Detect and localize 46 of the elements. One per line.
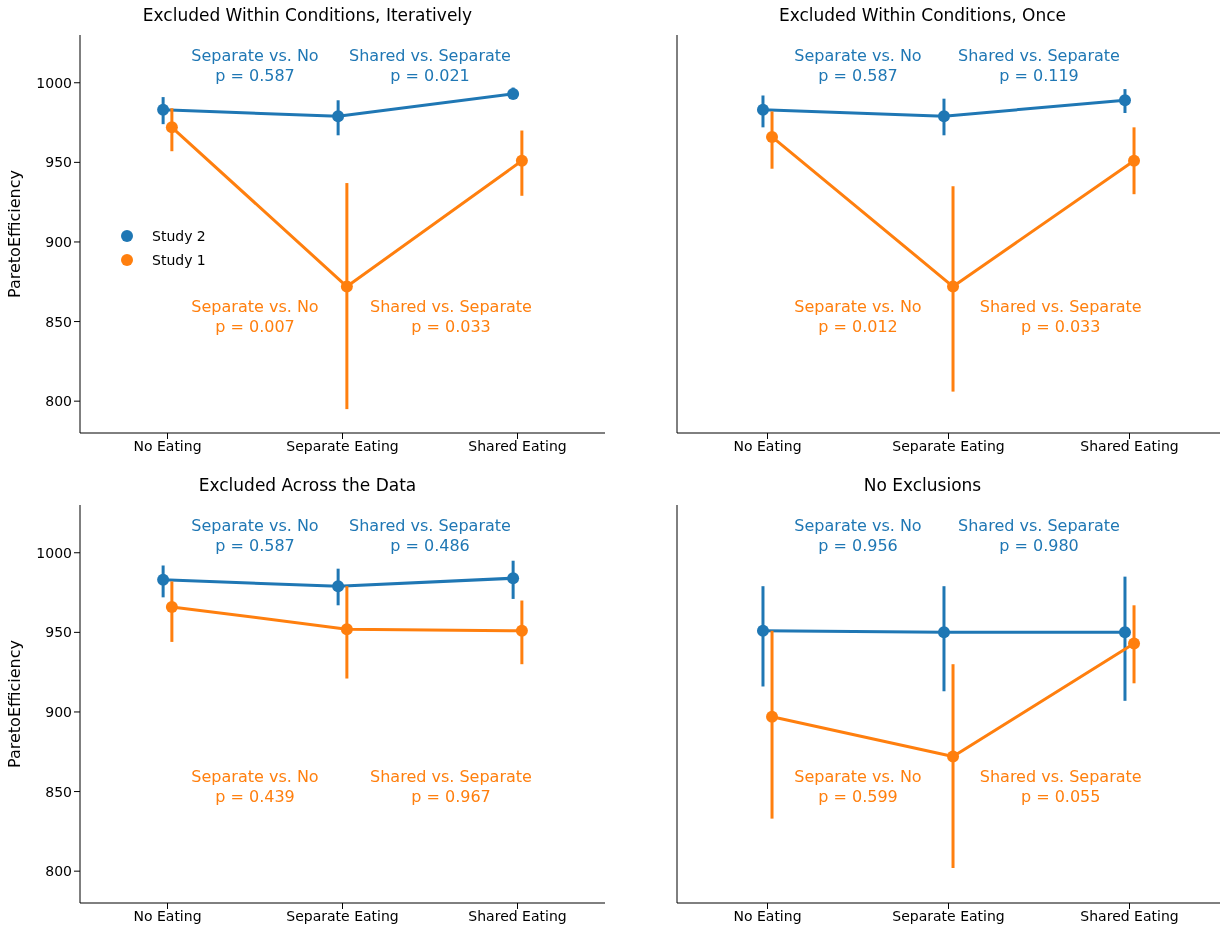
chart-title: Excluded Within Conditions, Once (777, 4, 1067, 27)
y-tick-label: 900 (45, 703, 72, 720)
y-tick-label: 850 (45, 313, 72, 330)
annotation: Shared vs. Separate p = 0.486 (349, 515, 511, 555)
x-tick-label: No Eating (733, 907, 802, 924)
chart-title: Excluded Within Conditions, Iteratively (141, 4, 474, 27)
x-tick-label: Separate Eating (892, 907, 1005, 924)
chart-title: No Exclusions (862, 474, 983, 497)
x-tick-label: Shared Eating (1080, 437, 1179, 454)
annotation: Separate vs. No p = 0.587 (794, 45, 922, 85)
y-tick-label: 850 (45, 783, 72, 800)
x-tick-label: Shared Eating (1080, 907, 1179, 924)
x-tick-label: No Eating (133, 437, 202, 454)
annotation: Shared vs. Separate p = 0.033 (979, 296, 1142, 336)
chart-title: Excluded Across the Data (197, 474, 418, 497)
y-tick-label: 800 (45, 393, 72, 410)
x-tick-label: Separate Eating (286, 907, 399, 924)
annotation: Separate vs. No p = 0.956 (794, 515, 922, 555)
annotation: Shared vs. Separate p = 0.119 (958, 45, 1120, 85)
annotation: Separate vs. No p = 0.439 (191, 766, 319, 806)
annotation: Separate vs. No p = 0.599 (794, 766, 922, 806)
annotation: Shared vs. Separate p = 0.021 (349, 45, 511, 85)
annotation: Shared vs. Separate p = 0.980 (958, 515, 1120, 555)
x-tick-label: Separate Eating (286, 437, 399, 454)
x-tick-label: No Eating (133, 907, 202, 924)
x-tick-label: No Eating (733, 437, 802, 454)
y-tick-label: 950 (45, 624, 72, 641)
y-axis-title: ParetoEfficiency (4, 640, 24, 768)
annotation: Separate vs. No p = 0.587 (191, 45, 319, 85)
annotation: Separate vs. No p = 0.012 (794, 296, 922, 336)
annotation: Separate vs. No p = 0.587 (191, 515, 319, 555)
y-tick-label: 1000 (36, 74, 72, 91)
y-tick-label: 900 (45, 233, 72, 250)
annotation: Separate vs. No p = 0.007 (191, 296, 319, 336)
x-tick-label: Shared Eating (468, 437, 567, 454)
y-tick-label: 950 (45, 154, 72, 171)
x-tick-label: Separate Eating (892, 437, 1005, 454)
annotation: Shared vs. Separate p = 0.967 (370, 766, 532, 806)
legend-label: Study 1 (152, 252, 206, 268)
annotation: Shared vs. Separate p = 0.055 (979, 766, 1142, 806)
y-tick-label: 1000 (36, 544, 72, 561)
annotation: Shared vs. Separate p = 0.033 (370, 296, 532, 336)
x-tick-label: Shared Eating (468, 907, 567, 924)
legend-label: Study 2 (152, 228, 206, 244)
y-tick-label: 800 (45, 863, 72, 880)
y-axis-title: ParetoEfficiency (4, 170, 24, 298)
